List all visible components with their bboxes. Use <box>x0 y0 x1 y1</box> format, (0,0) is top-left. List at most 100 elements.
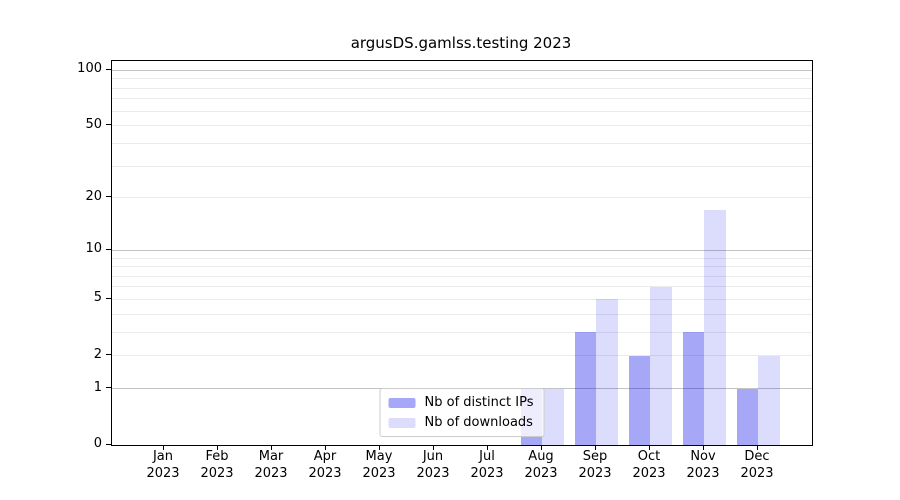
y-tick-label-0: 0 <box>93 436 102 451</box>
x-tick-dec <box>756 445 758 450</box>
x-label-year-nov: 2023 <box>686 465 720 481</box>
legend-swatch-downloads <box>388 417 416 428</box>
plot-area: Nb of distinct IPs Nb of downloads <box>111 60 813 446</box>
gridline-y-90 <box>112 78 812 80</box>
x-tick-feb <box>216 445 218 450</box>
gridline-y-80 <box>112 87 812 89</box>
y-tick-label-20: 20 <box>85 188 102 204</box>
legend-label-distinct-ips: Nb of distinct IPs <box>424 395 534 410</box>
gridline-y-5 <box>112 298 812 300</box>
x-label-month-jun: Jun <box>422 449 444 464</box>
x-label-year-jan: 2023 <box>146 465 180 481</box>
x-label-year-oct: 2023 <box>632 465 666 481</box>
x-label-month-may: May <box>365 449 393 464</box>
x-tick-jun <box>432 445 434 450</box>
x-tick-label-sep: Sep 2023 <box>567 449 623 482</box>
x-label-month-sep: Sep <box>582 449 608 464</box>
y-tick-label-10: 10 <box>85 241 102 257</box>
x-tick-label-oct: Oct 2023 <box>621 449 677 482</box>
gridline-y-3 <box>112 331 812 333</box>
x-tick-apr <box>324 445 326 450</box>
gridline-y-70 <box>112 98 812 100</box>
y-tick-label-50: 50 <box>85 116 102 132</box>
x-tick-label-may: May 2023 <box>351 449 407 482</box>
x-tick-sep <box>594 445 596 450</box>
bar-distinct-ips-oct <box>628 355 650 445</box>
x-tick-aug <box>540 445 542 450</box>
gridline-major-y-100 <box>112 69 812 71</box>
legend-item-distinct-ips: Nb of distinct IPs <box>388 395 534 410</box>
x-label-year-jun: 2023 <box>416 465 450 481</box>
x-tick-label-nov: Nov 2023 <box>675 449 731 482</box>
x-tick-may <box>378 445 380 450</box>
x-label-month-dec: Dec <box>744 449 770 464</box>
gridline-major-y-10 <box>112 249 812 251</box>
gridline-y-30 <box>112 165 812 167</box>
bar-downloads-aug <box>542 388 564 445</box>
x-label-month-aug: Aug <box>528 449 554 464</box>
bar-downloads-nov <box>704 210 726 445</box>
bar-downloads-dec <box>758 355 780 445</box>
y-tick-label-5: 5 <box>93 290 102 306</box>
x-label-year-apr: 2023 <box>308 465 342 481</box>
x-tick-jul <box>486 445 488 450</box>
bar-downloads-oct <box>650 286 672 445</box>
x-label-month-feb: Feb <box>205 449 229 464</box>
x-tick-label-apr: Apr 2023 <box>297 449 353 482</box>
y-tick-50 <box>106 124 111 126</box>
x-tick-jan <box>162 445 164 450</box>
bar-distinct-ips-dec <box>736 388 758 445</box>
x-tick-nov <box>702 445 704 450</box>
chart-title: argusDS.gamlss.testing 2023 <box>350 34 572 52</box>
x-label-year-dec: 2023 <box>740 465 774 481</box>
x-label-month-nov: Nov <box>690 449 716 464</box>
y-tick-1 <box>106 387 111 389</box>
x-label-month-apr: Apr <box>313 449 337 464</box>
gridline-y-6 <box>112 286 812 288</box>
x-tick-oct <box>648 445 650 450</box>
x-tick-label-mar: Mar 2023 <box>243 449 299 482</box>
y-tick-0 <box>106 443 111 445</box>
y-tick-5 <box>106 297 111 300</box>
gridline-y-50 <box>112 125 812 127</box>
y-tick-label-100: 100 <box>77 61 102 77</box>
y-tick-10 <box>106 248 111 250</box>
x-tick-mar <box>270 445 272 450</box>
bar-layer <box>112 61 812 445</box>
gridline-y-7 <box>112 275 812 277</box>
y-tick-label-1: 1 <box>93 379 102 395</box>
x-tick-label-feb: Feb 2023 <box>189 449 245 482</box>
gridline-y-9 <box>112 257 812 259</box>
legend-swatch-distinct-ips <box>388 397 416 408</box>
bar-distinct-ips-sep <box>574 332 596 445</box>
x-label-year-may: 2023 <box>362 465 396 481</box>
y-tick-20 <box>106 196 111 198</box>
legend: Nb of distinct IPs Nb of downloads <box>379 388 545 437</box>
gridline-y-40 <box>112 142 812 144</box>
x-label-year-feb: 2023 <box>200 465 234 481</box>
x-label-month-mar: Mar <box>258 449 284 464</box>
x-tick-label-aug: Aug 2023 <box>513 449 569 482</box>
x-label-year-mar: 2023 <box>254 465 288 481</box>
y-tick-2 <box>106 354 111 356</box>
legend-label-downloads: Nb of downloads <box>424 415 533 430</box>
gridline-y-20 <box>112 197 812 199</box>
x-tick-label-jul: Jul 2023 <box>459 449 515 482</box>
legend-item-downloads: Nb of downloads <box>388 415 534 430</box>
gridline-y-4 <box>112 313 812 315</box>
x-label-month-jan: Jan <box>152 449 174 464</box>
x-label-year-aug: 2023 <box>524 465 558 481</box>
x-tick-label-jun: Jun 2023 <box>405 449 461 482</box>
x-label-year-sep: 2023 <box>578 465 612 481</box>
bar-distinct-ips-nov <box>682 332 704 445</box>
bar-downloads-sep <box>596 299 618 445</box>
gridline-y-60 <box>112 110 812 112</box>
x-label-year-jul: 2023 <box>470 465 504 481</box>
x-label-month-jul: Jul <box>479 449 495 464</box>
y-tick-label-2: 2 <box>93 346 102 362</box>
x-label-month-oct: Oct <box>637 449 661 464</box>
gridline-y-2 <box>112 355 812 357</box>
y-tick-100 <box>106 68 111 70</box>
gridline-y-8 <box>112 266 812 268</box>
